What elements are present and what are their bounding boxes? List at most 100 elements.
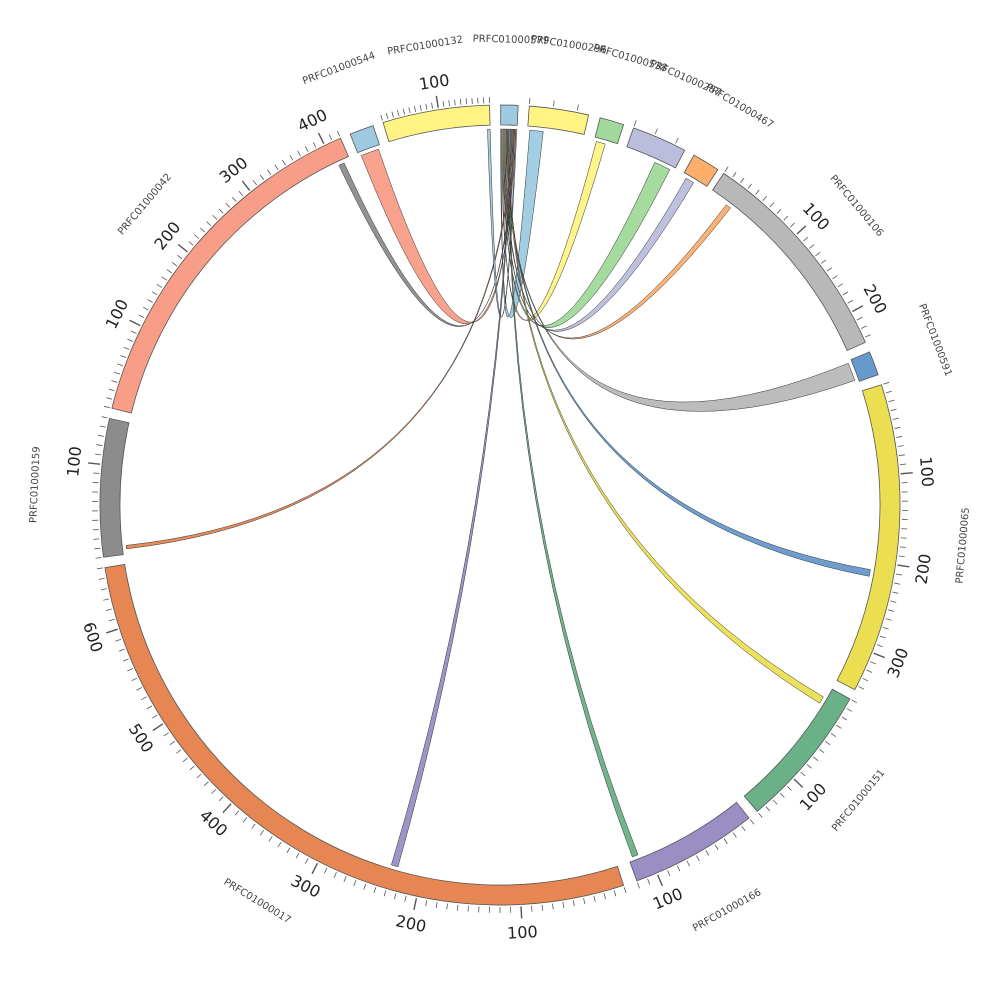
segment-PRFC01000106 — [712, 173, 865, 350]
minor-tick — [172, 262, 177, 266]
minor-tick — [394, 893, 396, 899]
minor-tick — [888, 610, 894, 612]
minor-tick — [748, 184, 752, 189]
link-PRFC01000159-to-PRFC01000579 — [126, 129, 513, 549]
minor-tick — [252, 824, 256, 829]
minor-tick — [466, 98, 467, 104]
minor-tick — [96, 445, 102, 446]
minor-tick — [139, 315, 144, 318]
minor-tick — [287, 848, 290, 853]
minor-tick — [226, 203, 230, 207]
minor-tick — [843, 292, 848, 295]
minor-tick — [164, 733, 169, 736]
minor-tick — [815, 252, 820, 256]
tick-label: 300 — [216, 153, 252, 187]
minor-tick — [344, 876, 346, 882]
minor-tick — [807, 764, 812, 768]
minor-tick — [848, 300, 853, 303]
minor-tick — [836, 725, 841, 728]
minor-tick — [877, 645, 883, 647]
minor-tick — [97, 568, 103, 569]
minor-tick — [604, 893, 606, 899]
tick-label: 200 — [860, 281, 891, 317]
minor-tick — [838, 284, 843, 287]
minor-tick — [99, 578, 105, 579]
minor-tick — [715, 845, 718, 850]
minor-tick — [204, 782, 208, 786]
minor-tick — [677, 866, 680, 871]
minor-tick — [157, 284, 162, 287]
minor-tick — [109, 619, 115, 621]
minor-tick — [124, 347, 130, 349]
minor-tick — [200, 228, 204, 232]
tick-label: 100 — [418, 70, 451, 93]
minor-tick — [253, 180, 257, 185]
minor-tick — [275, 165, 278, 170]
segment-label-PRFC01000151: PRFC01000151 — [830, 768, 887, 834]
minor-tick — [819, 749, 824, 753]
minor-tick — [863, 678, 868, 681]
major-tick — [797, 226, 806, 234]
tick-label: 200 — [394, 911, 428, 936]
minor-tick — [207, 222, 211, 226]
minor-tick — [374, 887, 376, 893]
major-tick — [874, 653, 885, 657]
minor-tick — [634, 120, 636, 126]
minor-tick — [364, 884, 366, 890]
minor-tick — [235, 811, 239, 816]
minor-tick — [94, 548, 100, 549]
minor-tick — [803, 237, 808, 241]
tick-label: 400 — [196, 806, 231, 841]
segment-label-PRFC01000132: PRFC01000132 — [387, 34, 464, 57]
segment-label-PRFC01000106: PRFC01000106 — [827, 173, 885, 239]
minor-tick — [890, 601, 896, 602]
minor-tick — [809, 245, 814, 249]
minor-tick — [111, 381, 117, 383]
minor-tick — [109, 389, 115, 391]
minor-tick — [381, 115, 383, 121]
segment-PRFC01000151 — [744, 689, 850, 811]
major-tick — [901, 473, 913, 474]
minor-tick — [100, 426, 106, 427]
minor-tick — [898, 446, 904, 447]
minor-tick — [120, 355, 126, 357]
minor-tick — [648, 879, 650, 885]
minor-tick — [176, 750, 181, 754]
minor-tick — [305, 858, 308, 863]
minor-tick — [821, 260, 826, 264]
tick-label: 100 — [650, 884, 686, 913]
minor-tick — [827, 268, 832, 271]
minor-tick — [813, 757, 818, 761]
minor-tick — [825, 741, 830, 745]
major-tick — [414, 898, 417, 910]
major-tick — [153, 724, 163, 731]
minor-tick — [740, 178, 744, 183]
major-tick — [794, 779, 803, 787]
minor-tick — [725, 167, 728, 172]
links-layer — [126, 129, 870, 867]
minor-tick — [867, 670, 872, 672]
segment-label-PRFC01000017: PRFC01000017 — [221, 877, 292, 926]
minor-tick — [773, 800, 777, 804]
tick-label: 500 — [125, 720, 158, 756]
minor-tick — [594, 896, 595, 902]
tick-label: 300 — [883, 645, 912, 680]
minor-tick — [880, 636, 886, 638]
segment-label-PRFC01000166: PRFC01000166 — [691, 887, 763, 934]
minor-tick — [443, 101, 444, 107]
minor-tick — [668, 870, 671, 875]
segment-label-PRFC01000159: PRFC01000159 — [28, 446, 42, 523]
minor-tick — [98, 435, 104, 436]
minor-tick — [896, 574, 902, 575]
labels-layer: PRFC01000579PRFC01000296PRFC01000538PRFC… — [28, 34, 972, 943]
minor-tick — [403, 109, 404, 115]
tick-label: 100 — [799, 199, 834, 234]
minor-tick — [733, 833, 736, 838]
minor-tick — [132, 678, 137, 681]
minor-tick — [426, 900, 427, 906]
minor-tick — [167, 270, 172, 273]
minor-tick — [189, 241, 194, 245]
minor-tick — [896, 436, 902, 437]
major-tick — [658, 875, 663, 886]
